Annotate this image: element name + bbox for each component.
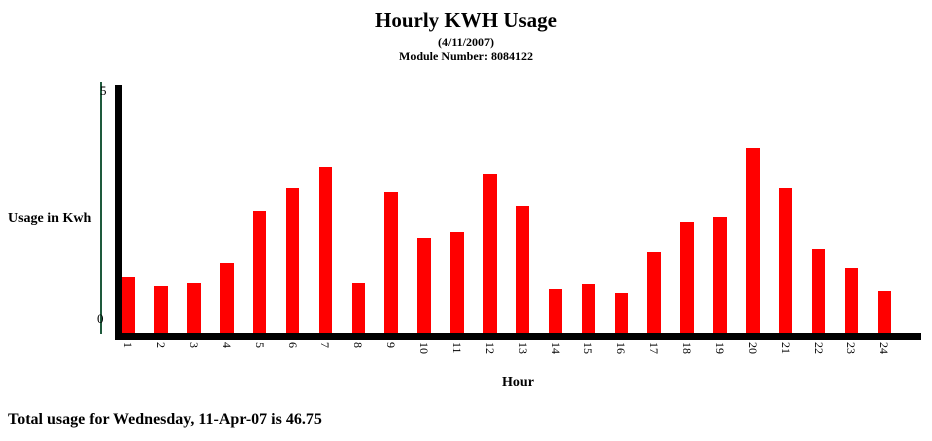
x-tick-label-13: 13 xyxy=(515,342,530,354)
x-tick-label-18: 18 xyxy=(680,342,695,354)
x-tick-label-9: 9 xyxy=(384,342,399,348)
bar-hour-11 xyxy=(450,231,464,333)
bar-hour-24 xyxy=(877,291,891,333)
total-usage-text: Total usage for Wednesday, 11-Apr-07 is … xyxy=(8,411,322,428)
x-tick-label-12: 12 xyxy=(482,342,497,354)
x-tick-label-19: 19 xyxy=(712,342,727,354)
x-tick-label-7: 7 xyxy=(318,342,333,348)
bar-hour-19 xyxy=(713,216,727,333)
y-axis-label: Usage in Kwh xyxy=(8,211,92,226)
bar-hour-9 xyxy=(384,191,398,333)
x-tick-label-16: 16 xyxy=(614,342,629,354)
bar-hour-7 xyxy=(318,167,333,333)
bar-hour-2 xyxy=(154,286,168,333)
chart-title: Hourly KWH Usage xyxy=(375,8,557,32)
x-tick-label-14: 14 xyxy=(548,342,563,354)
bar-hour-21 xyxy=(778,187,793,333)
bar-hour-15 xyxy=(581,283,596,333)
y-axis-line xyxy=(115,85,122,340)
bar-hour-5 xyxy=(252,211,267,333)
y-tick-label-5: 5 xyxy=(100,83,107,98)
x-tick-label-5: 5 xyxy=(252,342,267,348)
x-tick-label-21: 21 xyxy=(778,342,793,354)
bar-hour-6 xyxy=(285,187,300,333)
bar-hour-3 xyxy=(187,283,201,333)
bar-hour-23 xyxy=(844,268,859,333)
chart-subtitle-date: (4/11/2007) xyxy=(438,35,494,49)
bar-hour-12 xyxy=(483,173,497,333)
bar-hour-22 xyxy=(811,248,826,333)
x-tick-label-11: 11 xyxy=(449,342,464,354)
bar-hour-1 xyxy=(121,276,135,333)
bar-hour-18 xyxy=(680,222,694,333)
y-axis-guide-line xyxy=(100,82,102,334)
x-tick-label-17: 17 xyxy=(647,342,662,354)
chart-subtitle-module-number: Module Number: 8084122 xyxy=(399,49,533,63)
x-tick-label-22: 22 xyxy=(811,342,826,354)
bar-hour-20 xyxy=(746,147,760,333)
x-tick-label-1: 1 xyxy=(121,342,136,348)
x-axis-label: Hour xyxy=(502,375,534,390)
y-tick-label-0: 0 xyxy=(97,311,104,326)
x-tick-label-8: 8 xyxy=(351,342,366,348)
x-tick-label-4: 4 xyxy=(219,342,234,348)
bar-hour-14 xyxy=(548,289,563,333)
x-tick-label-2: 2 xyxy=(154,342,169,348)
x-tick-label-10: 10 xyxy=(417,342,432,354)
x-axis-line xyxy=(115,333,921,340)
bar-hour-8 xyxy=(351,283,366,333)
x-tick-label-23: 23 xyxy=(844,342,859,354)
x-tick-label-20: 20 xyxy=(745,342,760,354)
x-tick-label-24: 24 xyxy=(877,342,892,354)
bar-hour-13 xyxy=(515,206,530,333)
bar-hour-16 xyxy=(614,292,629,333)
bar-hour-17 xyxy=(647,252,661,333)
bar-hour-4 xyxy=(220,262,234,333)
x-tick-label-3: 3 xyxy=(186,342,201,348)
x-tick-label-15: 15 xyxy=(581,342,596,354)
bar-hour-10 xyxy=(417,237,431,333)
x-tick-label-6: 6 xyxy=(285,342,300,348)
